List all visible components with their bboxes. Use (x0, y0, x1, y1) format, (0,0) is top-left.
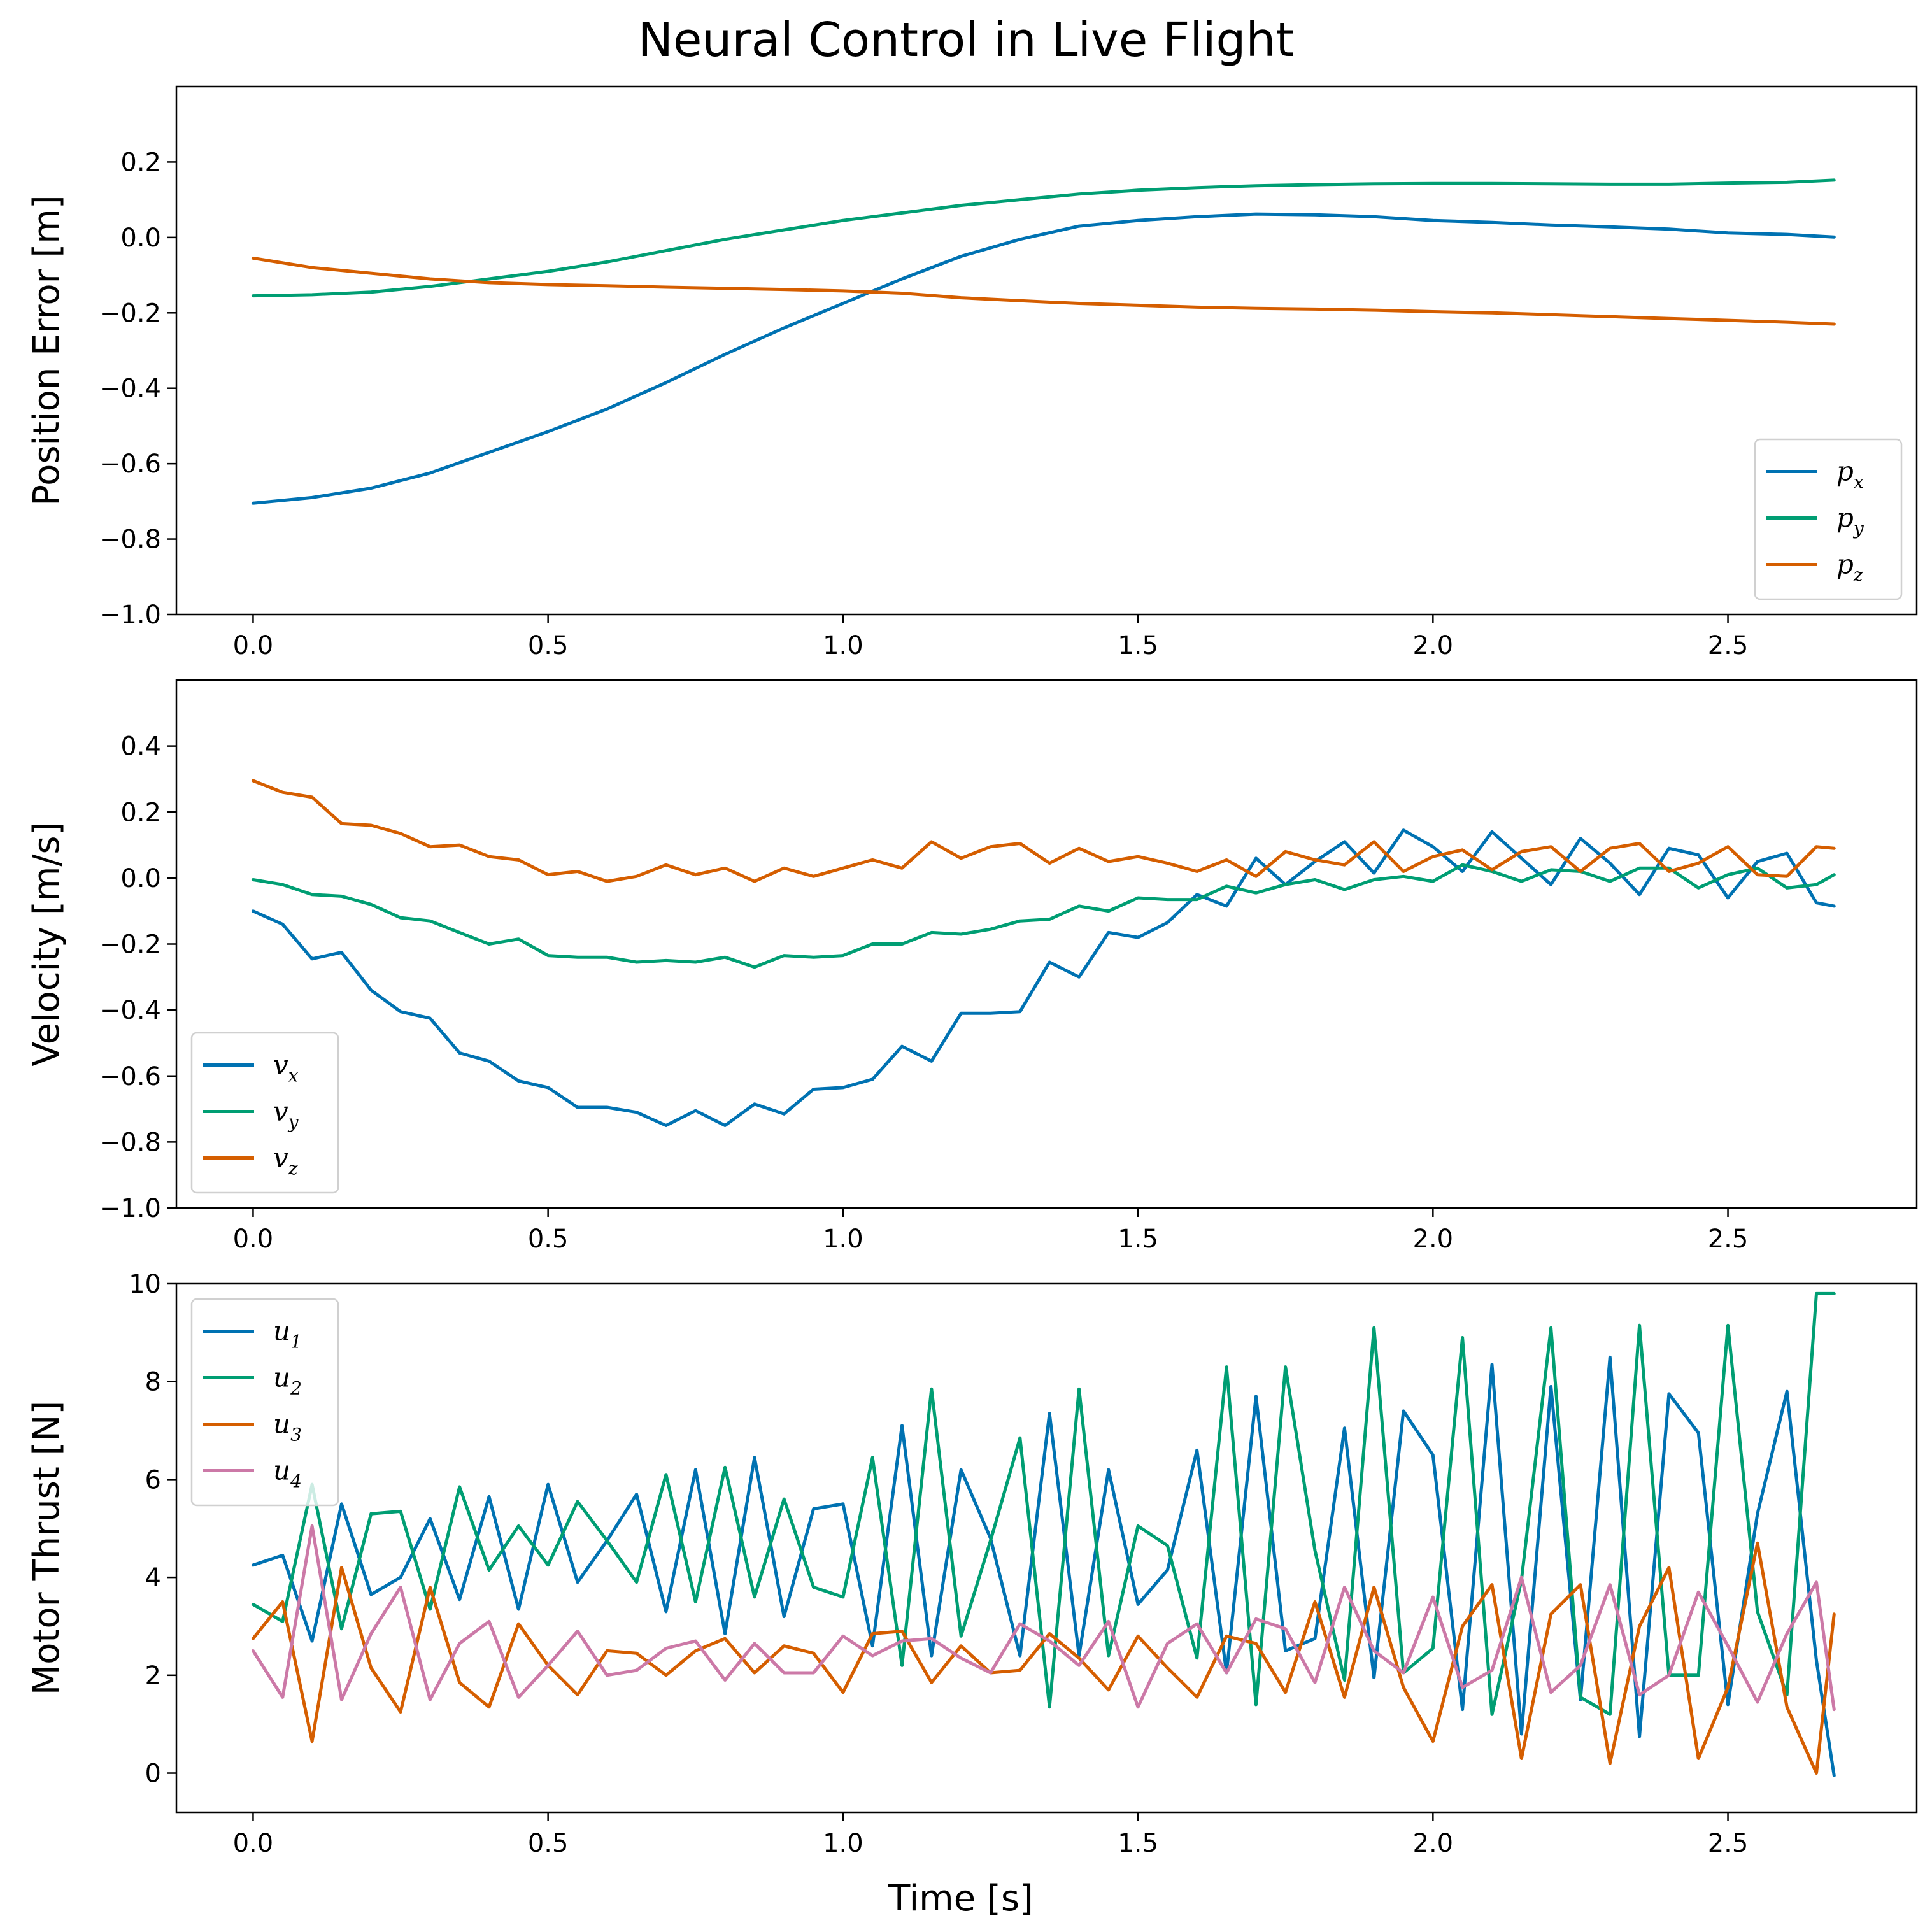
legend-entry-u-1: u1 (273, 1316, 302, 1353)
series-line-u-2 (251, 1291, 1836, 1716)
legend-entry-p-z: pz (1836, 549, 1863, 586)
y-tick-label: 0.2 (120, 798, 161, 827)
y-axis-label: Position Error [m] (26, 195, 67, 506)
legend-box (190, 1032, 339, 1194)
x-tick-label: 1.0 (823, 1829, 863, 1858)
position-error-subplot: 0.0 0.5 1.0 1.5 2.0 2.5 −1.0 −0.8 −0.6 −0.4 −0.2 0.… (26, 85, 1918, 660)
x-tick-label: 1.5 (1118, 631, 1158, 660)
legend-entry-v-x: vx (273, 1049, 299, 1086)
series-line-p-y (251, 178, 1836, 298)
x-tick-label: 0.5 (528, 631, 569, 660)
y-tick-label: −0.8 (99, 1128, 161, 1157)
series-line-v-x (251, 828, 1836, 1127)
x-tick-label: 0.0 (233, 1225, 274, 1254)
y-tick-label: 2 (145, 1661, 161, 1691)
y-tick-label: 0.2 (120, 148, 161, 177)
x-tick-label: 1.0 (823, 1225, 863, 1254)
series-line-p-x (251, 212, 1836, 505)
series-lines (251, 178, 1836, 505)
series-line-u-4 (251, 1524, 1836, 1712)
legend: u1 u2 u3 u4 (190, 1298, 339, 1507)
y-tick-label: 0 (145, 1759, 161, 1789)
y-axis-label: Velocity [m/s] (26, 822, 67, 1067)
y-tick-label: 0.0 (120, 864, 161, 893)
legend-entry-v-y: vy (273, 1096, 299, 1133)
y-tick-label: −1.0 (99, 1194, 161, 1223)
legend-entry-u-3: u3 (273, 1409, 302, 1445)
y-tick-label: −0.6 (99, 1062, 161, 1091)
legend-entry-v-z: vz (273, 1142, 298, 1179)
y-tick-label: 4 (145, 1563, 161, 1593)
axes-frame (175, 85, 1918, 616)
x-tick-label: 1.0 (823, 631, 863, 660)
x-axis-label: Time [s] (888, 1878, 1033, 1919)
x-tick-label: 2.5 (1708, 1225, 1749, 1254)
chart-title: Neural Control in Live Flight (638, 13, 1295, 67)
y-tick-label: −0.4 (99, 996, 161, 1025)
y-tick-label: −0.8 (99, 525, 161, 555)
legend-entry-p-x: px (1836, 456, 1864, 493)
velocity-subplot: 0.0 0.5 1.0 1.5 2.0 2.5 −1.0 −0.8 −0.6 −0.4 −0.2 0.… (26, 679, 1918, 1254)
x-tick-label: 0.0 (233, 631, 274, 660)
y-tick-label: 6 (145, 1465, 161, 1495)
y-tick-label: 8 (145, 1368, 161, 1397)
motor-thrust-subplot: 0.0 0.5 1.0 1.5 2.0 2.5 0 2 4 6 8 10 Motor Thrust [N… (26, 1270, 1918, 1858)
series-lines (251, 1291, 1836, 1777)
legend: vx vy vz (190, 1032, 339, 1194)
y-tick-label: 0.4 (120, 732, 161, 762)
x-tick-label: 0.5 (528, 1225, 569, 1254)
x-tick-label: 1.5 (1118, 1225, 1158, 1254)
legend-box (1754, 438, 1903, 600)
x-tick-label: 0.5 (528, 1829, 569, 1858)
legend-entry-p-y: py (1836, 502, 1865, 539)
legend-box (190, 1298, 339, 1507)
series-line-u-3 (251, 1541, 1836, 1775)
legend-entry-u-2: u2 (273, 1362, 302, 1399)
x-tick-label: 2.0 (1413, 1225, 1454, 1254)
legend: px py pz (1754, 438, 1903, 600)
series-lines (251, 779, 1836, 1127)
y-tick-label: −0.2 (99, 299, 161, 328)
y-axis-label: Motor Thrust [N] (26, 1401, 67, 1695)
y-tick-label: −1.0 (99, 600, 161, 630)
series-line-v-y (251, 863, 1836, 969)
series-line-p-z (251, 256, 1836, 326)
x-tick-label: 2.0 (1413, 631, 1454, 660)
legend-entry-u-4: u4 (273, 1455, 302, 1492)
axes-frame (175, 679, 1918, 1209)
axes-frame (175, 1282, 1918, 1814)
x-tick-label: 2.5 (1708, 631, 1749, 660)
y-tick-label: −0.6 (99, 450, 161, 479)
y-tick-label: 0.0 (120, 224, 161, 253)
x-tick-label: 0.0 (233, 1829, 274, 1858)
y-tick-label: −0.4 (99, 374, 161, 404)
x-tick-label: 2.5 (1708, 1829, 1749, 1858)
y-tick-label: −0.2 (99, 930, 161, 960)
x-tick-label: 2.0 (1413, 1829, 1454, 1858)
series-line-v-z (251, 779, 1836, 883)
x-tick-label: 1.5 (1118, 1829, 1158, 1858)
y-tick-label: 10 (129, 1270, 161, 1299)
series-line-u-1 (251, 1355, 1836, 1777)
